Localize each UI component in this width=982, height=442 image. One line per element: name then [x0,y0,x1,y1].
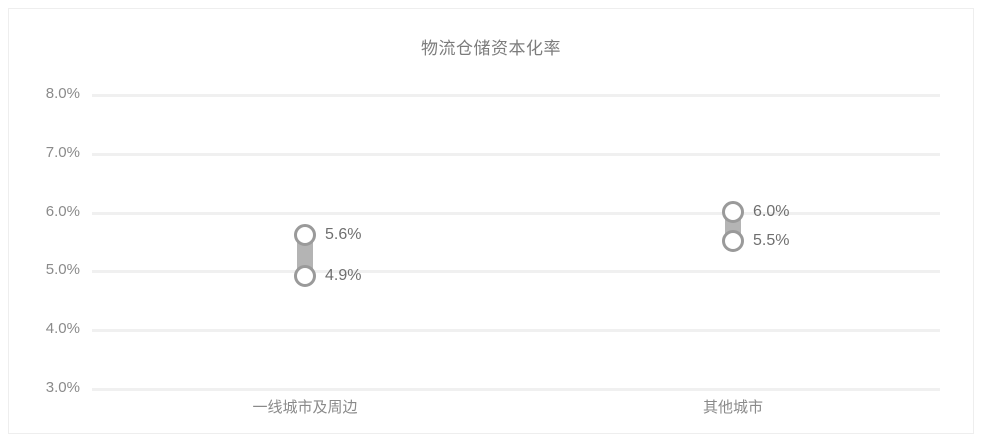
gridline-8 [92,94,940,97]
gridline-6 [92,211,940,215]
x-tick-label-other: 其他城市 [702,399,764,416]
point-label-high: 5.6% [325,226,362,244]
gridline-3 [92,388,940,391]
marker-low[interactable] [722,230,744,252]
plot-area: 5.6% 4.9% 6.0% 5.5% [92,94,940,391]
gridline-7 [92,152,940,156]
y-tick-label-4: 4.0% [45,320,80,338]
y-tick-label-6: 6.0% [45,202,80,220]
x-tick-label-tier1: 一线城市及周边 [252,399,358,416]
y-tick-label-3: 3.0% [45,379,80,396]
point-label-low: 4.9% [325,267,362,285]
page-title: 物流仓储资本化率 [421,39,561,58]
point-label-low: 5.5% [753,232,790,249]
x-axis: 一线城市及周边 其他城市 [92,396,940,422]
marker-low[interactable] [294,265,316,288]
y-tick-label-7: 7.0% [45,143,80,161]
marker-high[interactable] [294,224,316,247]
y-tick-label-8: 8.0% [45,85,80,102]
gridline-5 [92,270,940,274]
gridline-4 [92,329,940,333]
y-axis: 8.0% 7.0% 6.0% 5.0% 4.0% 3.0% [18,85,80,396]
marker-high[interactable] [722,200,744,223]
y-tick-label-5: 5.0% [45,261,80,279]
point-label-high: 6.0% [753,202,790,220]
